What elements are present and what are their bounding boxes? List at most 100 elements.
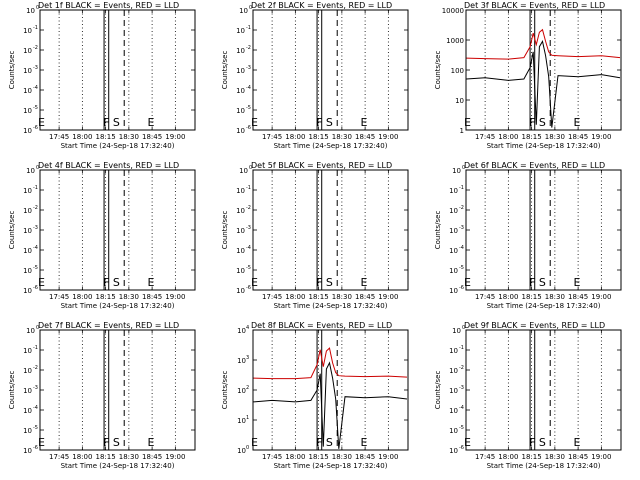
y-tick-label: 10 <box>449 347 458 355</box>
x-tick-label: 19:00 <box>378 293 398 301</box>
x-tick-label: 18:00 <box>285 293 305 301</box>
x-axis-label: Start Time (24-Sep-18 17:32:40) <box>61 302 175 310</box>
x-tick-label: 17:45 <box>49 453 69 461</box>
y-tick-exponent: -5 <box>246 105 251 111</box>
y-tick-exponent: -5 <box>459 425 464 431</box>
x-tick-label: 18:45 <box>142 293 162 301</box>
flare-marker-E-left: E <box>464 276 471 289</box>
flare-marker-E: E <box>573 436 580 449</box>
y-tick-label: 10 <box>23 27 32 35</box>
flare-marker-F: F <box>316 276 322 289</box>
y-tick-exponent: -2 <box>459 205 464 211</box>
x-tick-label: 19:00 <box>165 293 185 301</box>
x-tick-label: 18:00 <box>498 453 518 461</box>
y-tick-label: 10 <box>449 227 458 235</box>
y-tick-exponent: -6 <box>33 125 38 131</box>
y-tick-exponent: -1 <box>459 345 464 351</box>
x-axis-label: Start Time (24-Sep-18 17:32:40) <box>274 302 388 310</box>
x-tick-label: 18:45 <box>142 453 162 461</box>
panel-title: Det 9f BLACK = Events, RED = LLD <box>464 321 605 330</box>
y-tick-label: 10 <box>23 187 32 195</box>
y-tick-label: 10 <box>23 247 32 255</box>
panel-title: Det 1f BLACK = Events, RED = LLD <box>38 1 179 10</box>
x-tick-label: 18:00 <box>498 293 518 301</box>
flare-marker-E: E <box>360 116 367 129</box>
x-tick-label: 18:30 <box>545 453 565 461</box>
flare-marker-S: S <box>113 436 120 449</box>
y-tick-label: 10 <box>449 447 458 455</box>
y-tick-label: 10 <box>236 227 245 235</box>
flare-marker-S: S <box>113 276 120 289</box>
y-tick-label: 10 <box>236 267 245 275</box>
x-tick-label: 17:45 <box>262 133 282 141</box>
flare-marker-F: F <box>316 436 322 449</box>
y-tick-exponent: -2 <box>459 365 464 371</box>
x-tick-label: 18:45 <box>568 453 588 461</box>
x-tick-label: 17:45 <box>475 133 495 141</box>
panel-title: Det 6f BLACK = Events, RED = LLD <box>464 161 605 170</box>
x-tick-label: 19:00 <box>378 453 398 461</box>
x-tick-label: 18:00 <box>285 453 305 461</box>
y-tick-exponent: 0 <box>246 445 249 451</box>
x-tick-label: 17:45 <box>262 293 282 301</box>
y-tick-label: 10 <box>236 247 245 255</box>
x-tick-label: 18:30 <box>545 293 565 301</box>
y-tick-label: 10 <box>452 327 461 335</box>
y-tick-label: 10 <box>236 127 245 135</box>
y-tick-exponent: -3 <box>246 225 251 231</box>
flare-marker-F: F <box>316 116 322 129</box>
y-axis-label: Counts/sec <box>221 371 229 410</box>
x-tick-label: 18:15 <box>96 453 116 461</box>
y-tick-exponent: -2 <box>246 205 251 211</box>
plot-frame <box>39 329 196 451</box>
flare-marker-S: S <box>326 116 333 129</box>
flare-marker-E: E <box>360 436 367 449</box>
y-tick-label: 10 <box>449 427 458 435</box>
flare-marker-F: F <box>529 116 535 129</box>
y-tick-exponent: -6 <box>33 285 38 291</box>
y-tick-exponent: 0 <box>462 165 465 171</box>
y-tick-label: 10 <box>26 7 35 15</box>
y-tick-exponent: -2 <box>33 45 38 51</box>
x-tick-label: 19:00 <box>165 133 185 141</box>
y-tick-exponent: -4 <box>33 245 38 251</box>
plot-frame <box>39 9 196 131</box>
x-tick-label: 19:00 <box>591 293 611 301</box>
y-tick-label: 10 <box>23 67 32 75</box>
y-tick-exponent: -3 <box>246 65 251 71</box>
y-tick-exponent: -4 <box>33 85 38 91</box>
flare-marker-F: F <box>529 436 535 449</box>
y-tick-label: 10 <box>23 347 32 355</box>
x-axis-label: Start Time (24-Sep-18 17:32:40) <box>274 142 388 150</box>
y-tick-label: 1000 <box>446 37 464 45</box>
y-tick-label: 10 <box>236 47 245 55</box>
y-tick-exponent: -6 <box>33 445 38 451</box>
y-tick-label: 10 <box>455 97 464 105</box>
x-tick-label: 17:45 <box>262 453 282 461</box>
x-tick-label: 18:45 <box>355 133 375 141</box>
flare-marker-E-left: E <box>38 276 45 289</box>
x-tick-label: 18:30 <box>119 293 139 301</box>
y-tick-label: 10 <box>23 367 32 375</box>
flare-marker-S: S <box>539 436 546 449</box>
y-tick-exponent: -1 <box>33 25 38 31</box>
x-tick-label: 18:15 <box>309 133 329 141</box>
y-tick-label: 10 <box>239 167 248 175</box>
y-tick-exponent: -5 <box>246 265 251 271</box>
x-tick-label: 18:00 <box>72 133 92 141</box>
y-tick-label: 10 <box>452 167 461 175</box>
x-axis-label: Start Time (24-Sep-18 17:32:40) <box>487 142 601 150</box>
y-tick-label: 10 <box>237 357 246 365</box>
y-tick-exponent: -6 <box>459 285 464 291</box>
flare-marker-S: S <box>113 116 120 129</box>
panel-title: Det 7f BLACK = Events, RED = LLD <box>38 321 179 330</box>
y-axis-label: Counts/sec <box>221 211 229 250</box>
y-tick-label: 10 <box>23 107 32 115</box>
flare-marker-E: E <box>147 276 154 289</box>
y-tick-label: 10 <box>236 27 245 35</box>
